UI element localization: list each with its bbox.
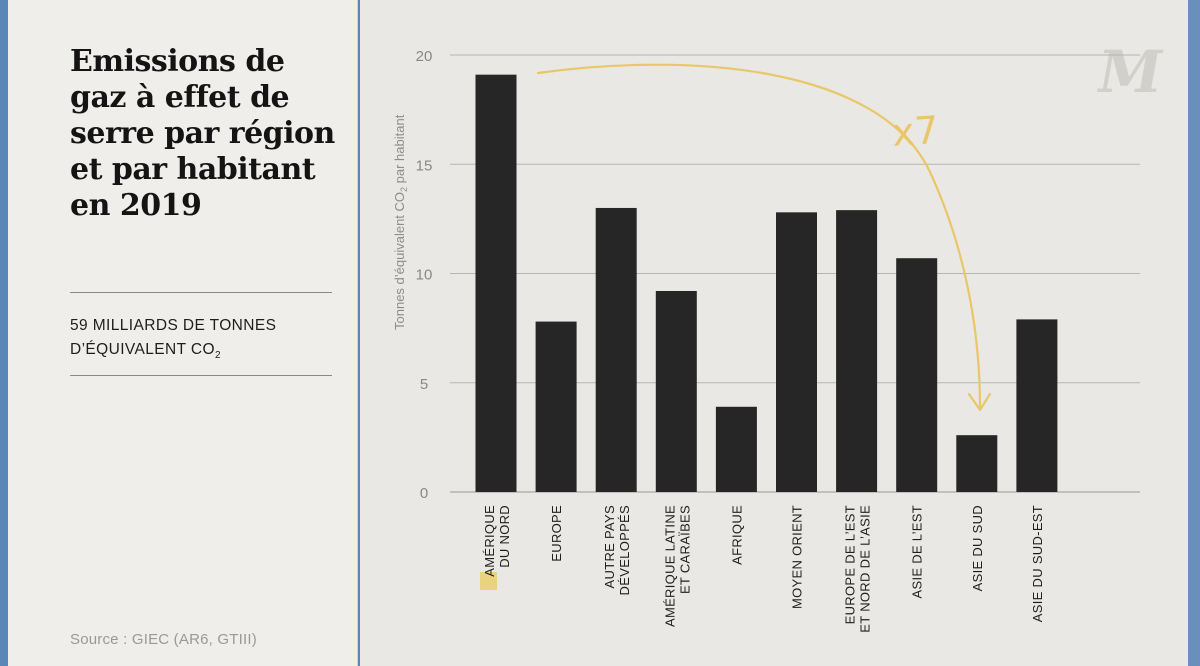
bar [956, 435, 998, 492]
bar [1016, 319, 1058, 492]
divider-bottom [70, 375, 332, 376]
x-tick-label: AMÉRIQUEDU NORD [482, 505, 512, 577]
arrow-head [967, 392, 992, 412]
y-axis-label: Tonnes d’équivalent CO2 par habitant [392, 114, 409, 330]
background-edge [1188, 0, 1200, 666]
y-tick-label: 10 [416, 267, 433, 284]
x-tick-label: ASIE DE L’EST [910, 505, 925, 599]
x-tick-label: ASIE DU SUD-EST [1030, 505, 1045, 622]
x-tick-label: EUROPE [549, 505, 564, 562]
bar [896, 258, 938, 492]
comparison-arrow [536, 63, 982, 410]
x-tick-label: EUROPE DE L’ESTET NORD DE L’ASIE [843, 505, 873, 633]
x-tick-label: ASIE DU SUD [970, 505, 985, 591]
total-emissions-line2: D’ÉQUIVALENT CO2 [70, 341, 221, 362]
y-tick-label: 5 [420, 376, 428, 393]
left-panel [8, 0, 358, 666]
source-note: Source : GIEC (AR6, GTIII) [70, 631, 257, 648]
total-emissions-line1: 59 MILLIARDS DE TONNES [70, 317, 277, 334]
divider-top [70, 292, 332, 293]
x-tick-label: AMÉRIQUE LATINEET CARAÏBES [662, 505, 692, 627]
bar [475, 74, 517, 492]
chart-title: Emissions de gaz à effet de serre par ré… [70, 44, 335, 223]
x-tick-label: AFRIQUE [729, 505, 744, 565]
highlight-marker [480, 572, 497, 590]
y-tick-label: 20 [416, 48, 433, 65]
bar [715, 406, 757, 492]
y-tick-label: 0 [420, 485, 428, 502]
total-emissions-label: 59 MILLIARDS DE TONNES D’ÉQUIVALENT CO2 [70, 314, 350, 368]
y-tick-label: 15 [416, 157, 433, 174]
bar [776, 212, 817, 492]
x-tick-label: MOYEN ORIENT [790, 505, 805, 609]
bar [836, 210, 878, 492]
bar [535, 321, 577, 492]
bar [655, 290, 697, 492]
ratio-annotation: x7 [891, 108, 941, 155]
x-tick-label: AUTRE PAYSDÉVELOPPÉS [602, 505, 632, 595]
bar [595, 207, 637, 492]
